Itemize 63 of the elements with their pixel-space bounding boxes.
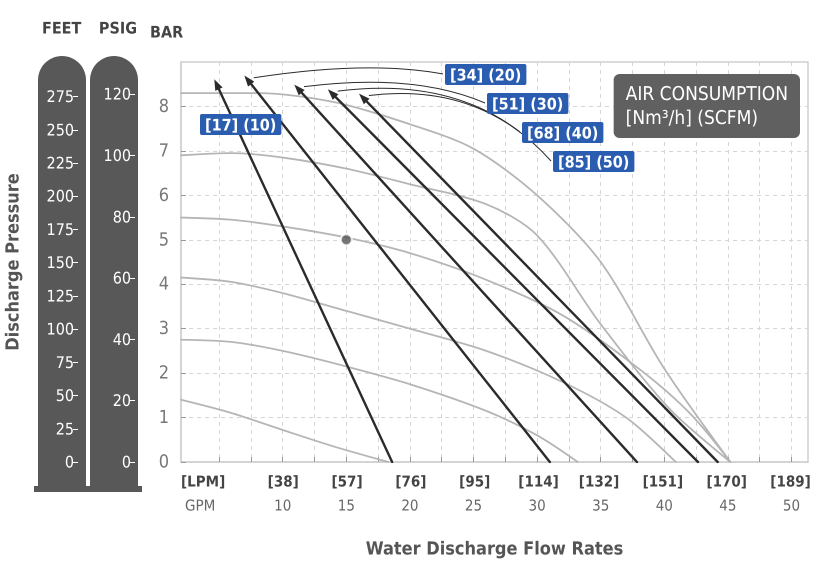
text: [LPM] (181, 472, 226, 490)
text: [85] (50) (558, 152, 630, 172)
y-tick-label: 7 (158, 140, 169, 162)
y3-tick-label: 75 (56, 352, 74, 372)
x-tick-label: 50 (782, 496, 800, 514)
y3-tick-label: 200 (46, 186, 74, 206)
y3-tick-label: 175 (46, 220, 74, 239)
text: [68] (40) (527, 124, 598, 142)
y2-axis-title: PSIG (98, 18, 137, 38)
y-tick-label: 6 (158, 184, 169, 206)
x2-tick-label: [132] (578, 472, 620, 490)
x-tick-label: 15 (338, 496, 355, 514)
x-axis-title: Water Discharge Flow Rates (366, 538, 624, 560)
x2-tick-label: [189] (770, 472, 811, 490)
x2-tick-label: [170] (706, 472, 747, 490)
series-label: [17] (10) (205, 116, 276, 134)
x2-tick-label: [151] (642, 472, 684, 490)
x-tick-label: 45 (719, 496, 736, 514)
y2-tick-label: 0 (122, 452, 131, 472)
legend-title: AIR CONSUMPTION [Nm³/h] (SCFM) (626, 83, 788, 129)
text: FEET (42, 18, 82, 38)
text: [51] (30) (492, 94, 564, 114)
y3-axis-title: Discharge Pressure (2, 173, 24, 351)
y-tick-label: 2 (158, 362, 169, 384)
x-tick-label: 25 (464, 496, 482, 514)
line-series (180, 398, 390, 463)
x-tick-label: 30 (528, 496, 546, 514)
x-tick-label: 20 (401, 496, 419, 514)
x-tick-label: 35 (592, 496, 610, 514)
x2-tick-label: [95] (459, 472, 490, 490)
y3-tick-label: 150 (46, 253, 74, 272)
y2-tick-label: 120 (104, 84, 131, 104)
x-tick-label: 10 (274, 496, 292, 514)
x-tick-label: 40 (656, 496, 673, 514)
point (340, 233, 353, 246)
y-tick-label: 8 (158, 96, 169, 117)
y-tick-label: 5 (158, 229, 169, 250)
y2-tick-label: 100 (104, 146, 131, 165)
y-tick-label: 1 (158, 407, 169, 428)
y2-tick-label: 20 (112, 391, 131, 410)
y3-tick-label: 25 (56, 419, 74, 438)
y3-tick-label: 0 (64, 452, 74, 472)
x2-tick-label: [76] (395, 472, 426, 490)
y3-tick-label: 50 (56, 386, 74, 406)
text: GPM (185, 496, 216, 514)
x2-tick-label: [38] (268, 472, 299, 490)
line-series (180, 276, 677, 463)
y-tick-label: 4 (158, 274, 169, 295)
y3-tick-label: 225 (46, 153, 74, 172)
x2-tick-label: [114] (518, 472, 559, 490)
line-series (180, 338, 579, 463)
y-tick-label: 0 (158, 452, 169, 472)
y2-tick-label: 60 (112, 268, 131, 288)
y3-tick-label: 100 (46, 320, 74, 339)
y2-tick-label: 40 (112, 330, 131, 349)
y2-tick-label: 80 (112, 207, 131, 226)
x2-tick-label: [57] (332, 472, 363, 490)
y3-tick-label: 250 (46, 120, 74, 140)
y3-tick-label: 125 (46, 286, 74, 306)
y-tick-label: 3 (158, 318, 169, 340)
text: BAR (150, 22, 184, 42)
text: [34] (20) (450, 66, 522, 84)
y3-tick-label: 275 (46, 87, 74, 106)
